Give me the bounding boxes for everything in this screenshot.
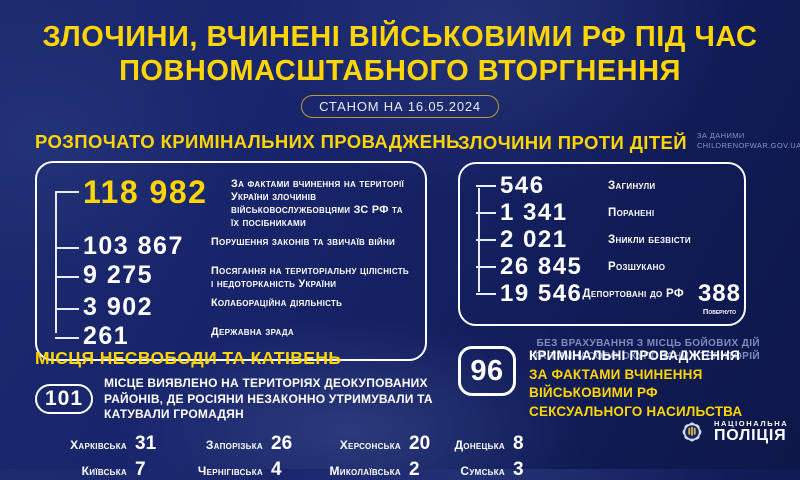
stat-row: 103 867 Порушення законів та звичаїв вій… — [55, 231, 413, 260]
region-name: Донецька — [454, 437, 505, 452]
region-name: Херсонська — [339, 437, 401, 452]
page-title: ЗЛОЧИНИ, ВЧИНЕНІ ВІЙСЬКОВИМИ РФ ПІД ЧАС … — [0, 20, 800, 88]
stat-label: Колабораційна діяльність — [211, 296, 343, 309]
region-value: 8 — [513, 432, 524, 454]
stat-value: 118 982 — [83, 174, 208, 210]
region-item: Донецька 8 — [443, 434, 535, 453]
section-sexual-violence: 96 КРИМІНАЛЬНІ ПРОВАДЖЕННЯ ЗА ФАКТАМИ ВЧ… — [458, 346, 758, 422]
region-name: Запорізька — [205, 437, 263, 452]
region-value: 3 — [513, 458, 524, 480]
police-logo-line1: НАЦІОНАЛЬНА — [714, 419, 789, 429]
proceedings-heading: РОЗПОЧАТО КРИМІНАЛЬНИХ ПРОВАДЖЕНЬ — [35, 131, 460, 152]
section-criminal-proceedings: РОЗПОЧАТО КРИМІНАЛЬНИХ ПРОВАДЖЕНЬ 118 98… — [35, 131, 460, 361]
page-title-line1: ЗЛОЧИНИ, ВЧИНЕНІ ВІЙСЬКОВИМИ РФ ПІД ЧАС — [42, 21, 758, 53]
stat-row: 26 845 Розшукано — [476, 253, 734, 281]
stat-row: 1 341 Поранені — [476, 199, 734, 227]
national-police-logo: НАЦІОНАЛЬНА ПОЛІЦІЯ — [678, 418, 788, 446]
region-value: 26 — [271, 432, 293, 454]
region-item: Чернігівська 4 — [169, 460, 293, 479]
region-name: Київська — [81, 463, 127, 478]
region-name: Миколаївська — [329, 463, 401, 478]
stat-row: 2 021 Зникли безвісти — [476, 226, 734, 254]
stat-value: 1 341 — [500, 199, 568, 227]
region-item: Запорізька 26 — [169, 434, 293, 453]
stat-row-deported: 19 546 Депортовані до РФ 388 Повернуто — [476, 280, 740, 316]
stat-label: За фактами вчинення на території України… — [231, 178, 405, 229]
stat-value: 9 275 — [83, 260, 154, 289]
region-name: Сумська — [460, 463, 505, 478]
proceedings-stat-box: 118 982 За фактами вчинення на території… — [35, 161, 427, 361]
as-of-date-badge: СТАНОМ НА 16.05.2024 — [301, 95, 499, 118]
stat-value: 261 — [83, 321, 130, 350]
region-item: Миколаївська 2 — [305, 460, 431, 479]
region-value: 31 — [135, 432, 157, 454]
returned-block: 388 Повернуто — [698, 282, 741, 316]
region-name: Чернігівська — [197, 463, 263, 478]
police-logo-text: НАЦІОНАЛЬНА ПОЛІЦІЯ — [714, 419, 788, 445]
stat-label: Розшукано — [608, 261, 666, 274]
sv-line2: ЗА ФАКТАМИ ВЧИНЕННЯ — [529, 366, 703, 382]
stat-row: 9 275 Посягання на територіальну цілісні… — [55, 260, 413, 291]
region-item: Херсонська 20 — [305, 434, 431, 453]
stat-value: 2 021 — [500, 226, 568, 254]
stat-row: 546 Загинули — [476, 172, 734, 200]
as-of-badge-wrap: СТАНОМ НА 16.05.2024 — [0, 95, 800, 118]
footnote-line2: ТА ТИМЧАСОВО ОКУПОВАНИХ ТЕРИТОРІЙ — [533, 351, 760, 363]
region-item: Харківська 31 — [35, 434, 157, 453]
section-crimes-against-children: ЗЛОЧИНИ ПРОТИ ДІТЕЙ ЗА ДАНИМИ CHILDRENOF… — [458, 131, 800, 364]
detention-description: МІСЦЕ ВИЯВЛЕНО НА ТЕРИТОРІЯХ ДЕОКУПОВАНИ… — [104, 376, 433, 422]
stat-label: Поранені — [608, 207, 655, 220]
region-value: 20 — [409, 432, 431, 454]
children-heading: ЗЛОЧИНИ ПРОТИ ДІТЕЙ — [458, 132, 687, 154]
stat-row: 3 902 Колабораційна діяльність — [55, 292, 413, 321]
sexual-violence-count-badge: 96 — [458, 346, 516, 396]
stat-value: 3 902 — [83, 292, 154, 321]
children-footnote: БЕЗ ВРАХУВАННЯ З МІСЦЬ БОЙОВИХ ДІЙ ТА ТИ… — [458, 337, 760, 364]
sv-line4: СЕКСУАЛЬНОГО НАСИЛЬСТВА — [529, 403, 743, 419]
stat-value: 26 845 — [500, 253, 583, 281]
region-item: Київська 7 — [35, 460, 157, 479]
region-value: 7 — [135, 458, 146, 480]
source-line1: ЗА ДАНИМИ — [696, 131, 745, 140]
stat-value: 546 — [500, 172, 545, 200]
stat-label: Посягання на територіальну цілісність і … — [211, 264, 409, 290]
police-badge-icon — [678, 418, 706, 446]
police-logo-line2: ПОЛІЦІЯ — [714, 427, 787, 445]
stat-label: Загинули — [608, 180, 656, 193]
returned-value: 388 — [697, 280, 741, 308]
returned-label: Повернуто — [702, 307, 737, 317]
region-item: Сумська 3 — [443, 460, 535, 479]
stat-value: 103 867 — [83, 231, 184, 260]
sv-line1: КРИМІНАЛЬНІ ПРОВАДЖЕННЯ — [529, 348, 741, 363]
page-title-line2: ПОВНОМАСШТАБНОГО ВТОРГНЕННЯ — [119, 55, 681, 88]
source-line2: CHILDRENOFWAR.GOV.UA — [696, 141, 800, 151]
infographic-root: { "title": { "line1": "ЗЛОЧИНИ, ВЧИНЕНІ … — [0, 0, 800, 469]
stat-row: 118 982 За фактами вчинення на території… — [55, 174, 413, 230]
sv-line3: ВІЙСЬКОВИМИ РФ — [529, 385, 658, 401]
footnote-line1: БЕЗ ВРАХУВАННЯ З МІСЦЬ БОЙОВИХ ДІЙ — [536, 337, 760, 349]
section-detention-places: МІСЦЯ НЕСВОБОДИ ТА КАТІВЕНЬ 101 МІСЦЕ ВИ… — [35, 348, 524, 479]
region-name: Харківська — [70, 437, 127, 452]
children-stat-box: 546 Загинули 1 341 Поранені 2 021 Зникли… — [458, 162, 746, 326]
detention-count-badge: 101 — [35, 384, 94, 415]
stat-label: Зникли безвісти — [608, 234, 691, 247]
stat-row: 261 Державна зрада — [55, 321, 413, 350]
region-value: 2 — [409, 458, 420, 480]
stat-label: Депортовані до РФ — [582, 288, 684, 301]
detention-heading: МІСЦЯ НЕСВОБОДИ ТА КАТІВЕНЬ — [35, 348, 342, 368]
children-heading-row: ЗЛОЧИНИ ПРОТИ ДІТЕЙ ЗА ДАНИМИ CHILDRENOF… — [458, 131, 800, 154]
detention-count-row: 101 МІСЦЕ ВИЯВЛЕНО НА ТЕРИТОРІЯХ ДЕОКУПО… — [35, 376, 467, 423]
sexual-violence-text: КРИМІНАЛЬНІ ПРОВАДЖЕННЯ ЗА ФАКТАМИ ВЧИНЕ… — [529, 346, 742, 422]
children-data-source: ЗА ДАНИМИ CHILDRENOFWAR.GOV.UA — [697, 131, 800, 154]
region-grid: Харківська 31 Запорізька 26 Херсонська 2… — [35, 434, 523, 479]
stat-label: Порушення законів та звичаїв війни — [211, 235, 396, 248]
stat-label: Державна зрада — [211, 325, 294, 338]
region-value: 4 — [271, 458, 282, 480]
stat-value: 19 546 — [500, 280, 583, 308]
